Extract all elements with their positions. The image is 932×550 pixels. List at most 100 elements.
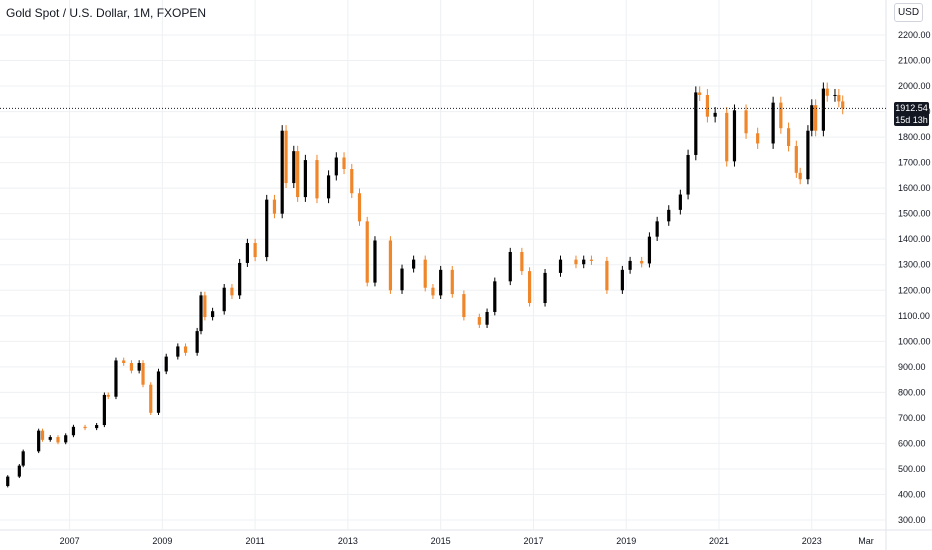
candle-body <box>315 160 319 199</box>
candle-body <box>195 331 199 353</box>
candle-body <box>40 430 45 440</box>
candle-body <box>253 243 257 258</box>
candle-body <box>71 426 76 436</box>
candle-body <box>238 262 242 296</box>
candle-body <box>814 105 818 131</box>
candle-body <box>798 172 802 180</box>
candle-body <box>400 268 404 291</box>
candle-body <box>628 260 632 270</box>
candle-body <box>122 360 126 364</box>
candle-body <box>574 259 578 265</box>
candle-body <box>342 157 346 170</box>
candle-body <box>485 311 489 325</box>
candle-body <box>176 346 180 357</box>
candle-body <box>245 243 249 263</box>
candle-body <box>102 394 106 426</box>
candle-body <box>810 105 814 131</box>
time-tick-label: 2013 <box>338 536 358 546</box>
candle-body <box>106 394 110 397</box>
candle-body <box>841 101 845 109</box>
price-tick-label: 2100.00 <box>898 56 931 66</box>
candle-body <box>713 112 717 117</box>
candle-body <box>620 269 624 291</box>
price-tick-label: 2200.00 <box>898 30 931 40</box>
price-tick-label: 300.00 <box>898 515 926 525</box>
chart-title: Gold Spot / U.S. Dollar, 1M, FXOPEN <box>6 6 207 20</box>
price-tick-label: 1800.00 <box>898 132 931 142</box>
time-tick-label: 2021 <box>709 536 729 546</box>
candle-body <box>203 295 207 318</box>
time-tick-label: 2017 <box>523 536 543 546</box>
candle-body <box>806 130 810 180</box>
candle-body <box>6 476 10 487</box>
candle-body <box>558 259 563 273</box>
candle-body <box>95 425 99 429</box>
price-tick-label: 900.00 <box>898 362 926 372</box>
price-tick-label: 1400.00 <box>898 234 931 244</box>
candle-body <box>450 269 454 295</box>
candle-body <box>667 209 671 222</box>
price-tick-label: 700.00 <box>898 413 926 423</box>
candles <box>6 82 845 488</box>
candle-body <box>686 154 690 195</box>
time-tick-label: 2009 <box>152 536 172 546</box>
candle-body <box>83 426 87 429</box>
time-tick-label: 2023 <box>802 536 822 546</box>
last-price-value: 1912.54 <box>895 103 928 114</box>
candle-body <box>56 437 60 443</box>
candle-body <box>37 430 41 452</box>
candle-body <box>272 199 277 214</box>
candle-body <box>694 92 698 155</box>
candle-body <box>756 133 760 144</box>
candle-body <box>64 435 68 443</box>
candle-body <box>365 221 369 283</box>
candle-body <box>334 157 338 176</box>
candle-body <box>149 384 153 413</box>
candle-body <box>786 128 791 147</box>
candle-body <box>222 287 226 312</box>
candle-body <box>825 88 829 96</box>
candle-body <box>129 363 134 371</box>
candle-body <box>156 371 161 413</box>
candle-body <box>698 92 702 95</box>
candle-body <box>833 94 837 96</box>
candle-body <box>794 146 798 173</box>
candle-body <box>114 360 118 397</box>
time-axis: 2007 2009 2011 2013 2015 2017 2019 2021 2023 Mar <box>60 536 874 546</box>
currency-button[interactable]: USD <box>894 3 923 22</box>
candle-body <box>678 194 682 210</box>
candle-body <box>326 175 331 199</box>
candle-body <box>520 251 524 272</box>
price-tick-label: 1500.00 <box>898 209 931 219</box>
price-tick-label: 2000.00 <box>898 81 931 91</box>
candle-body <box>605 260 609 291</box>
time-tick-label: 2019 <box>616 536 636 546</box>
candle-body <box>141 363 145 385</box>
candle-body <box>412 259 416 269</box>
candle-body <box>199 295 203 332</box>
candle-body <box>508 251 512 282</box>
price-tick-label: 1200.00 <box>898 285 931 295</box>
candle-body <box>423 259 427 288</box>
candle-body <box>48 437 52 440</box>
price-tick-label: 1600.00 <box>898 183 931 193</box>
countdown-label: 15d 13h <box>895 115 928 126</box>
candle-body <box>265 199 269 258</box>
candle-body <box>647 236 652 264</box>
price-tick-label: 800.00 <box>898 387 926 397</box>
time-tick-label: 2011 <box>245 536 264 546</box>
candle-body <box>388 240 393 291</box>
candle-body <box>280 130 284 214</box>
candle-body <box>771 102 775 144</box>
candle-body <box>137 363 141 371</box>
candle-body <box>439 269 443 296</box>
time-tick-label: 2007 <box>60 536 80 546</box>
candle-body <box>705 94 710 117</box>
candle-body <box>655 221 659 237</box>
candle-body <box>732 110 737 162</box>
candle-body <box>350 169 354 194</box>
candle-body <box>527 271 532 304</box>
price-tick-label: 1000.00 <box>898 336 931 346</box>
